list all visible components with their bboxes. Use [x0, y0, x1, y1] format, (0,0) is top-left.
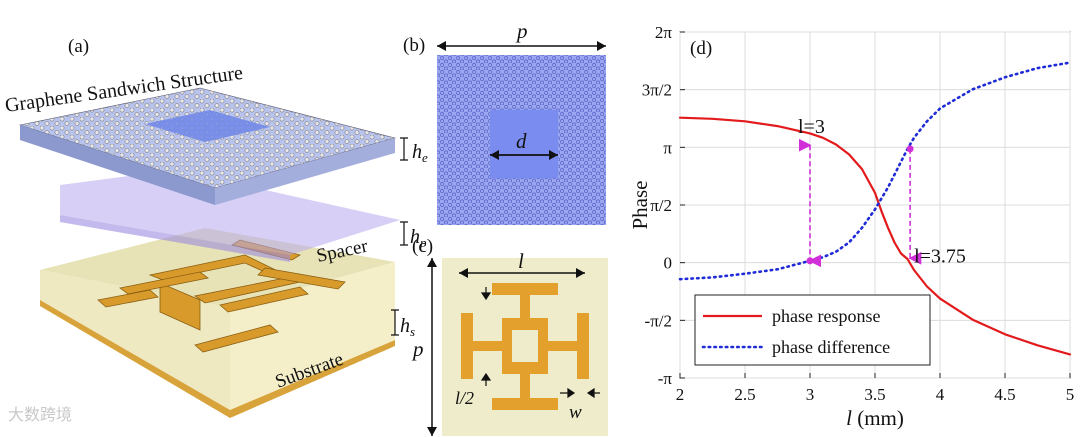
resonator-bar-5: [219, 286, 309, 313]
cross-center-ring: [502, 318, 548, 374]
hs-marker: [391, 309, 399, 336]
y-tick-label: -π: [658, 369, 673, 388]
cross-stub-right: [548, 341, 577, 351]
legend-label-response: phase response: [772, 306, 880, 326]
graphene-left-edge: [20, 125, 215, 205]
w-marker: [560, 387, 600, 399]
phase-chart: 2 2.5 3 3.5 4 4.5 5 -π -π/2 0 π/2 π 3π/2 2π l=3 l=3.75…: [628, 23, 1074, 430]
graphene-square-hole: [145, 110, 270, 142]
cross-left-bar: [461, 313, 473, 379]
panel-a-label: (a): [68, 36, 89, 57]
cross-bottom-bar: [492, 398, 558, 410]
x-tick-label: 4: [936, 385, 945, 404]
annotation-point: [806, 257, 814, 265]
panel-b: (b) p d: [403, 19, 606, 225]
legend-box: [694, 294, 931, 366]
graphene-sandwich: [18, 87, 397, 205]
graphene-right-edge: [215, 138, 395, 205]
annotation-label: l=3.75: [914, 245, 966, 267]
graphene-hole: [490, 110, 558, 178]
panel-c: (c) p l l/2 w: [411, 236, 608, 436]
he-label: he: [412, 141, 428, 165]
x-tick-label: 4.5: [994, 385, 1015, 404]
chart-ticks: 2 2.5 3 3.5 4 4.5 5 -π -π/2 0 π/2 π 3π/2 2π: [642, 23, 1075, 404]
annotation-label: l=3: [798, 116, 825, 138]
gap-marker-bottom: [480, 372, 492, 386]
x-axis-label: l (mm): [846, 406, 904, 430]
legend-label-difference: phase difference: [772, 337, 890, 357]
l-label: l: [518, 249, 524, 273]
p-label-c: p: [411, 337, 424, 361]
gap-marker-top: [480, 287, 492, 301]
d-label: d: [516, 129, 527, 153]
cross-right-bar: [577, 313, 589, 379]
chart-annotations: l=3 l=3.75: [798, 116, 966, 267]
panel-c-label: (c): [412, 236, 433, 257]
resonator-bar-4: [194, 324, 279, 353]
x-tick-label: 3: [806, 385, 815, 404]
panel-a: (a) Graphene Sandwich Structure: [4, 36, 428, 424]
x-tick-label: 2: [676, 385, 685, 404]
y-tick-label: π: [663, 138, 672, 157]
y-tick-label: -π/2: [645, 311, 672, 330]
spacer-layer: [60, 170, 400, 255]
cross-top-bar: [492, 283, 558, 295]
series-phase-response: [678, 116, 1072, 356]
x-tick-label: 3.5: [864, 385, 885, 404]
panel-d-label: (d): [690, 38, 712, 59]
hs-label: hs: [400, 315, 415, 339]
resonator-arm-left: [159, 282, 201, 331]
resonator-bar-1: [119, 271, 209, 295]
w-label: w: [569, 402, 582, 423]
x-tick-label: 2.5: [734, 385, 755, 404]
p-label-b: p: [515, 19, 528, 43]
y-axis-label: Phase: [628, 181, 652, 230]
he-marker: [400, 137, 408, 161]
chart-series: [678, 61, 1072, 356]
dimension-markers: [391, 137, 408, 336]
hp-label: hp: [410, 226, 427, 250]
hp-marker: [400, 221, 408, 246]
l-half-label: l/2: [455, 388, 474, 408]
cross-stub-bottom: [520, 374, 530, 398]
y-tick-label: 3π/2: [642, 81, 672, 100]
series-phase-difference: [678, 61, 1072, 281]
spacer-edge: [60, 215, 290, 262]
annotation-point: [906, 145, 914, 153]
panel-b-label: (b): [403, 35, 425, 56]
watermark: 大数跨境: [8, 405, 72, 424]
chart-legend: phase response phase difference: [694, 294, 931, 366]
y-tick-label: 0: [664, 254, 673, 273]
jerusalem-cross: [461, 283, 589, 410]
resonator-bar-6: [257, 267, 346, 290]
cross-stub-left: [473, 341, 502, 351]
x-tick-label: 5: [1066, 385, 1075, 404]
cross-stub-top: [520, 295, 530, 318]
resonator-bar-3: [97, 289, 159, 308]
y-tick-label: 2π: [655, 23, 673, 42]
y-tick-label: π/2: [650, 196, 672, 215]
